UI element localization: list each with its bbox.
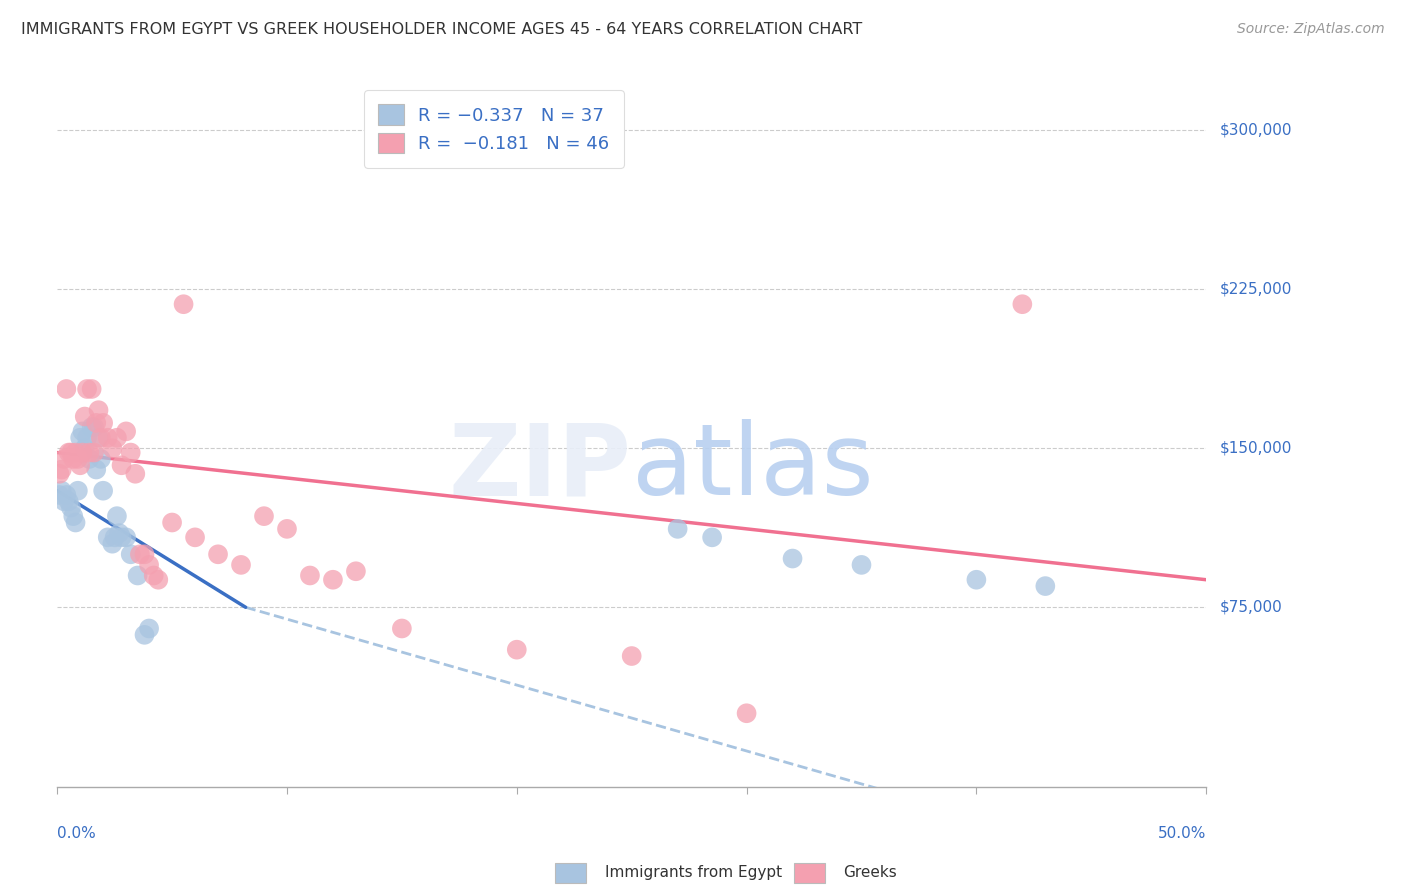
Point [62,509,84,524]
Point [620,648,643,663]
Point [53,451,76,466]
Point [59,445,82,459]
Point [207,547,229,561]
Point [322,573,344,587]
Point [160,516,183,530]
Point [65,445,87,459]
Text: atlas: atlas [631,419,873,516]
Point [87,431,110,445]
Point [104,530,127,544]
Point [72,425,94,439]
Text: IMMIGRANTS FROM EGYPT VS GREEK HOUSEHOLDER INCOME AGES 45 - 64 YEARS CORRELATION: IMMIGRANTS FROM EGYPT VS GREEK HOUSEHOLD… [21,22,862,37]
Point [253,509,276,524]
Point [73,409,96,424]
Point [735,706,758,721]
Point [80,420,103,434]
Point [79,451,101,466]
Point [108,526,131,541]
Point [276,522,298,536]
Point [1011,297,1033,311]
Point [851,558,873,572]
Text: $150,000: $150,000 [1220,441,1292,456]
Point [84,462,107,476]
Point [66,483,89,498]
Point [79,445,101,459]
Point [76,382,98,396]
Point [55,488,77,502]
Point [138,622,160,636]
Point [58,494,80,508]
Point [69,458,91,473]
Point [127,568,149,582]
Point [76,431,98,445]
Text: $300,000: $300,000 [1220,123,1292,138]
Point [115,425,138,439]
Point [782,551,804,566]
Point [391,622,413,636]
Point [184,530,207,544]
Point [91,483,114,498]
Point [700,530,723,544]
Point [148,573,170,587]
Point [229,558,252,572]
Point [90,431,112,445]
Point [101,442,124,456]
Point [110,530,132,544]
Point [83,420,105,434]
Text: Immigrants from Egypt: Immigrants from Egypt [605,865,782,880]
Point [101,537,124,551]
Point [73,442,96,456]
Point [120,445,142,459]
Point [138,558,160,572]
Point [124,467,146,481]
Text: ZIP: ZIP [449,419,631,516]
Point [80,382,103,396]
Point [66,451,89,466]
Point [51,483,73,498]
Point [298,568,321,582]
Point [48,488,70,502]
Point [91,416,114,430]
Point [69,431,91,445]
Point [110,458,132,473]
Point [53,494,76,508]
Point [59,500,82,515]
Text: $225,000: $225,000 [1220,282,1292,297]
Point [58,445,80,459]
Point [97,530,120,544]
Point [1033,579,1056,593]
Point [142,568,165,582]
Point [97,431,120,445]
Point [120,547,142,561]
Point [87,403,110,417]
Text: Greeks: Greeks [844,865,897,880]
Point [62,451,84,466]
Point [173,297,195,311]
Point [72,445,94,459]
Text: 50.0%: 50.0% [1157,826,1206,841]
Point [344,564,367,578]
Point [105,431,128,445]
Point [83,445,105,459]
Point [965,573,987,587]
Text: Source: ZipAtlas.com: Source: ZipAtlas.com [1237,22,1385,37]
Point [134,547,156,561]
Point [506,642,529,657]
Point [134,628,156,642]
Point [55,382,77,396]
Point [51,462,73,476]
Legend: R = −0.337   N = 37, R =  −0.181   N = 46: R = −0.337 N = 37, R = −0.181 N = 46 [364,90,624,168]
Point [90,451,112,466]
Point [48,467,70,481]
Point [65,516,87,530]
Point [105,509,128,524]
Point [129,547,152,561]
Point [84,416,107,430]
Point [115,530,138,544]
Text: $75,000: $75,000 [1220,599,1282,615]
Point [666,522,689,536]
Text: 0.0%: 0.0% [58,826,96,841]
